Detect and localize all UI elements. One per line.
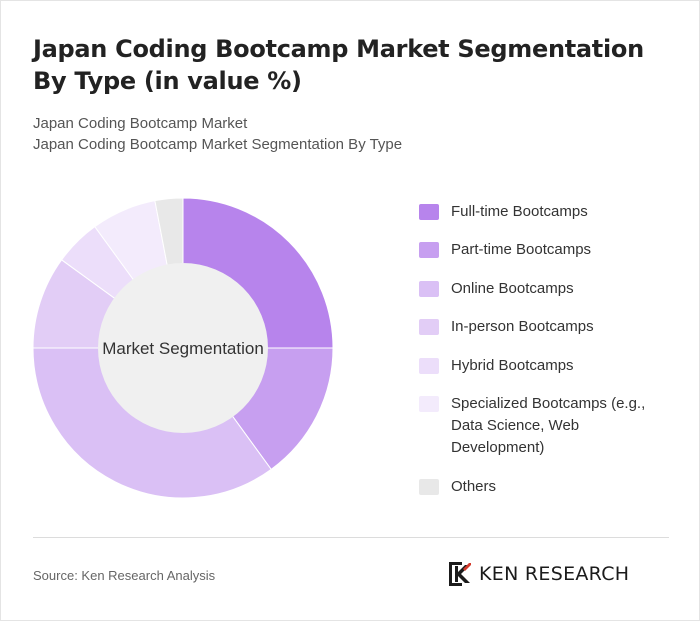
legend-swatch [419,396,439,412]
legend-swatch [419,204,439,220]
legend-label: Others [451,478,497,495]
ken-logo-icon [449,562,471,586]
legend-swatch [419,281,439,297]
subtitle-market: Japan Coding Bootcamp Market [33,115,248,132]
legend-label: Online Bootcamps [451,280,574,297]
legend-label: Specialized Bootcamps (e.g., Data Scienc… [451,395,646,456]
footer-divider [33,537,669,538]
donut-center [98,263,268,433]
source-text: Source: Ken Research Analysis [33,568,216,583]
legend-swatch [419,358,439,374]
legend-label: Part-time Bootcamps [451,241,592,258]
legend-swatch [419,242,439,258]
center-label: Market Segmentation [102,339,264,358]
donut-chart: Market Segmentation [33,197,333,499]
legend-swatch [419,319,439,335]
legend-label: Hybrid Bootcamps [451,357,574,374]
chart-title: Japan Coding Bootcamp Market Segmentatio… [33,35,644,95]
legend-label: Full-time Bootcamps [451,203,588,220]
subtitle-segmentation: Japan Coding Bootcamp Market Segmentatio… [33,136,403,153]
legend-swatch [419,479,439,495]
legend-label: In-person Bootcamps [451,318,594,335]
logo-text: KEN RESEARCH [479,563,630,585]
